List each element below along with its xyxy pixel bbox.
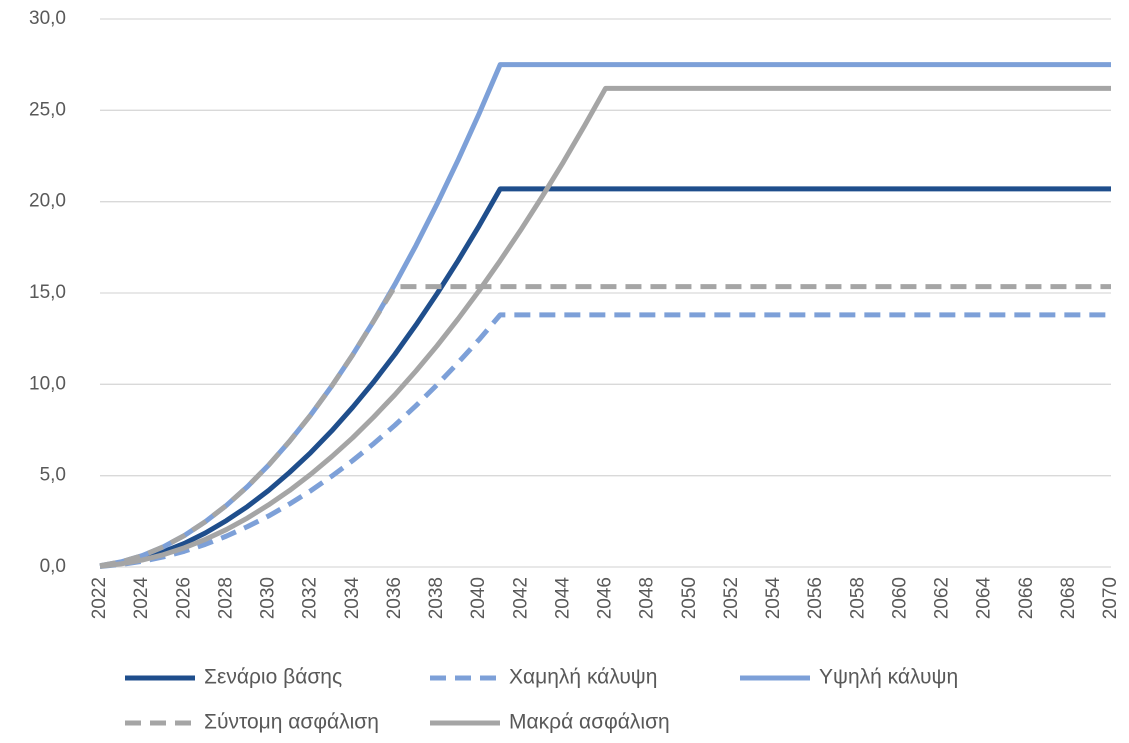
x-tick-label: 2064 <box>974 577 995 620</box>
x-tick-label: 2068 <box>1058 577 1079 619</box>
x-tick-label: 2024 <box>131 577 152 620</box>
x-tick-label: 2042 <box>510 577 531 619</box>
x-tick-label: 2036 <box>384 577 405 619</box>
y-tick-label: 30,0 <box>29 8 66 29</box>
x-tick-label: 2030 <box>258 577 279 619</box>
x-tick-label: 2050 <box>679 577 700 619</box>
series-line <box>99 186 1111 569</box>
x-tick-label: 2022 <box>89 577 110 619</box>
legend-label: Χαμηλή κάλυψη <box>509 666 657 689</box>
x-tick-label: 2032 <box>300 577 321 619</box>
series-line <box>99 62 1111 569</box>
x-tick-label: 2062 <box>932 577 953 619</box>
x-tick-label: 2034 <box>342 577 363 620</box>
y-tick-label: 5,0 <box>40 465 66 486</box>
series-line <box>99 284 1111 569</box>
x-tick-label: 2052 <box>721 577 742 619</box>
legend-label: Υψηλή κάλυψη <box>819 666 958 689</box>
x-tick-label: 2048 <box>637 577 658 619</box>
x-tick-label: 2046 <box>595 577 616 619</box>
x-tick-label: 2026 <box>173 577 194 619</box>
x-tick-label: 2060 <box>889 577 910 619</box>
legend-label: Μακρά ασφάλιση <box>509 711 670 734</box>
series-line <box>99 312 1111 569</box>
x-tick-label: 2028 <box>215 577 236 619</box>
x-tick-label: 2066 <box>1016 577 1037 619</box>
series-line <box>99 85 1111 569</box>
y-tick-label: 0,0 <box>40 556 66 577</box>
legend-label: Σενάριο βάσης <box>204 666 342 689</box>
x-tick-label: 2054 <box>763 577 784 620</box>
y-tick-label: 15,0 <box>29 282 66 303</box>
x-tick-label: 2040 <box>468 577 489 619</box>
x-tick-label: 2038 <box>426 577 447 619</box>
x-tick-label: 2058 <box>847 577 868 619</box>
x-tick-label: 2044 <box>552 577 573 620</box>
y-tick-label: 10,0 <box>29 373 66 394</box>
y-tick-label: 25,0 <box>29 99 66 120</box>
legend-label: Σύντομη ασφάλιση <box>204 711 379 734</box>
y-tick-label: 20,0 <box>29 191 66 212</box>
x-tick-label: 2056 <box>805 577 826 619</box>
x-tick-label: 2070 <box>1100 577 1121 619</box>
